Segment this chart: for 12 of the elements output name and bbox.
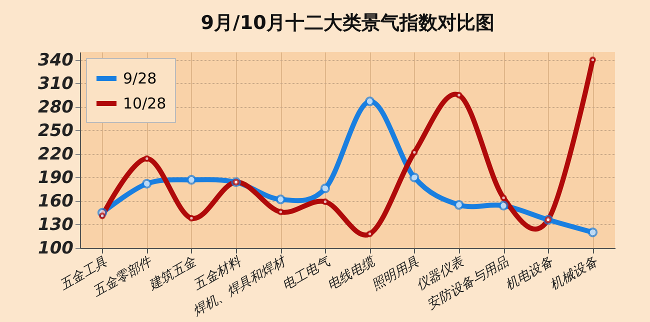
y-tick-label: 340 — [38, 50, 74, 70]
y-tick-label: 280 — [38, 97, 74, 118]
y-tick-label: 220 — [38, 144, 74, 164]
y-tick-label: 250 — [38, 120, 74, 141]
legend-label: 9/28 — [123, 70, 157, 88]
y-tick-label: 130 — [38, 214, 74, 235]
y-tick-label: 160 — [38, 191, 74, 212]
y-tick-label: 310 — [38, 74, 74, 94]
chart-title: 9月/10月十二大类景气指数对比图 — [200, 12, 494, 34]
y-tick-label: 190 — [38, 168, 74, 188]
y-tick-label: 100 — [38, 238, 74, 258]
legend-label: 10/28 — [123, 94, 166, 112]
